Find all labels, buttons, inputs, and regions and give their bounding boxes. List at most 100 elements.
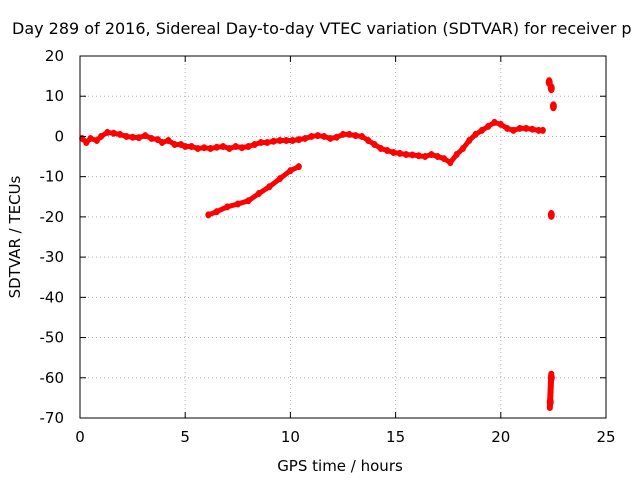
data-point — [93, 136, 100, 144]
data-point — [409, 151, 416, 159]
data-point — [201, 144, 208, 152]
data-point — [251, 140, 258, 148]
series-isolated-points — [545, 77, 557, 411]
axis-ticks: 0 5 10 15 20 25 -70 -60 -50 -40 -30 -20 -10 0 10 20 — [40, 47, 616, 446]
y-tick-label: 0 — [54, 127, 64, 145]
data-point — [466, 136, 473, 144]
data-point — [535, 126, 542, 134]
series-line — [546, 370, 555, 411]
data-point — [129, 133, 136, 141]
grid-lines — [80, 56, 606, 418]
data-point — [135, 134, 142, 142]
data-point — [98, 132, 105, 140]
data-point — [434, 153, 441, 161]
x-tick-label: 15 — [386, 428, 405, 446]
data-point — [377, 145, 384, 153]
data-point — [295, 163, 302, 171]
y-tick-label: -70 — [40, 409, 65, 427]
y-tick-label: -50 — [40, 329, 65, 347]
series-rising-arc — [205, 163, 302, 219]
data-point — [255, 190, 262, 198]
data-point — [148, 134, 155, 142]
data-point — [549, 101, 557, 112]
data-point — [116, 130, 123, 138]
data-point — [440, 155, 447, 163]
data-point — [87, 134, 94, 142]
y-tick-label: -40 — [40, 288, 65, 306]
data-point — [314, 132, 321, 140]
data-point — [266, 183, 273, 191]
data-point — [257, 138, 264, 146]
data-point — [327, 134, 334, 142]
data-point — [245, 197, 252, 205]
data-point — [104, 128, 111, 136]
data-point — [239, 144, 246, 152]
data-point — [308, 132, 315, 140]
data-point — [83, 138, 90, 146]
data-point — [340, 130, 346, 138]
data-point — [287, 167, 294, 175]
data-point — [510, 126, 517, 134]
data-point — [497, 120, 504, 128]
data-point — [485, 122, 492, 130]
data-point — [171, 140, 178, 148]
data-point — [403, 151, 410, 159]
data-point — [226, 145, 233, 153]
y-tick-label: -20 — [40, 208, 65, 226]
data-series — [79, 77, 557, 411]
data-point — [459, 145, 466, 153]
data-point — [422, 153, 429, 161]
data-point — [165, 136, 172, 144]
data-point — [283, 136, 290, 144]
data-point — [213, 143, 220, 151]
data-point — [321, 132, 328, 140]
data-point — [529, 125, 536, 133]
data-point — [539, 126, 546, 134]
data-point — [447, 159, 454, 167]
data-point — [371, 140, 378, 148]
data-point — [390, 149, 397, 157]
data-point — [453, 151, 460, 159]
data-point — [415, 152, 422, 160]
data-point — [352, 132, 359, 140]
x-tick-label: 5 — [180, 428, 190, 446]
series-line — [79, 119, 546, 166]
data-point — [194, 145, 201, 153]
data-point — [220, 143, 227, 150]
data-point — [245, 143, 252, 150]
data-point — [365, 136, 372, 144]
data-point — [182, 143, 189, 150]
data-point — [207, 145, 214, 153]
series-line — [205, 164, 302, 218]
data-point — [264, 138, 271, 146]
data-point — [516, 124, 523, 132]
x-tick-label: 25 — [596, 428, 615, 446]
series-main-track — [79, 118, 546, 167]
data-point — [428, 151, 435, 159]
data-point — [142, 132, 149, 140]
data-point — [123, 132, 130, 140]
x-tick-label: 10 — [281, 428, 300, 446]
data-point — [302, 134, 309, 142]
data-point — [384, 147, 391, 155]
data-point — [205, 211, 212, 219]
y-tick-label: 20 — [45, 47, 64, 65]
data-point — [213, 208, 220, 216]
data-point — [358, 132, 365, 140]
data-point — [276, 175, 283, 183]
data-point — [491, 118, 498, 126]
data-point — [159, 138, 166, 146]
data-point — [289, 136, 296, 144]
data-point — [523, 124, 530, 132]
y-tick-label: -10 — [40, 168, 65, 186]
data-point — [504, 124, 511, 132]
series-line — [547, 78, 555, 91]
data-point — [188, 143, 195, 150]
y-tick-label: 10 — [45, 87, 64, 105]
data-point — [270, 137, 277, 145]
data-point — [232, 143, 239, 150]
data-point — [295, 136, 302, 144]
data-point — [478, 126, 485, 134]
data-point — [234, 200, 241, 208]
